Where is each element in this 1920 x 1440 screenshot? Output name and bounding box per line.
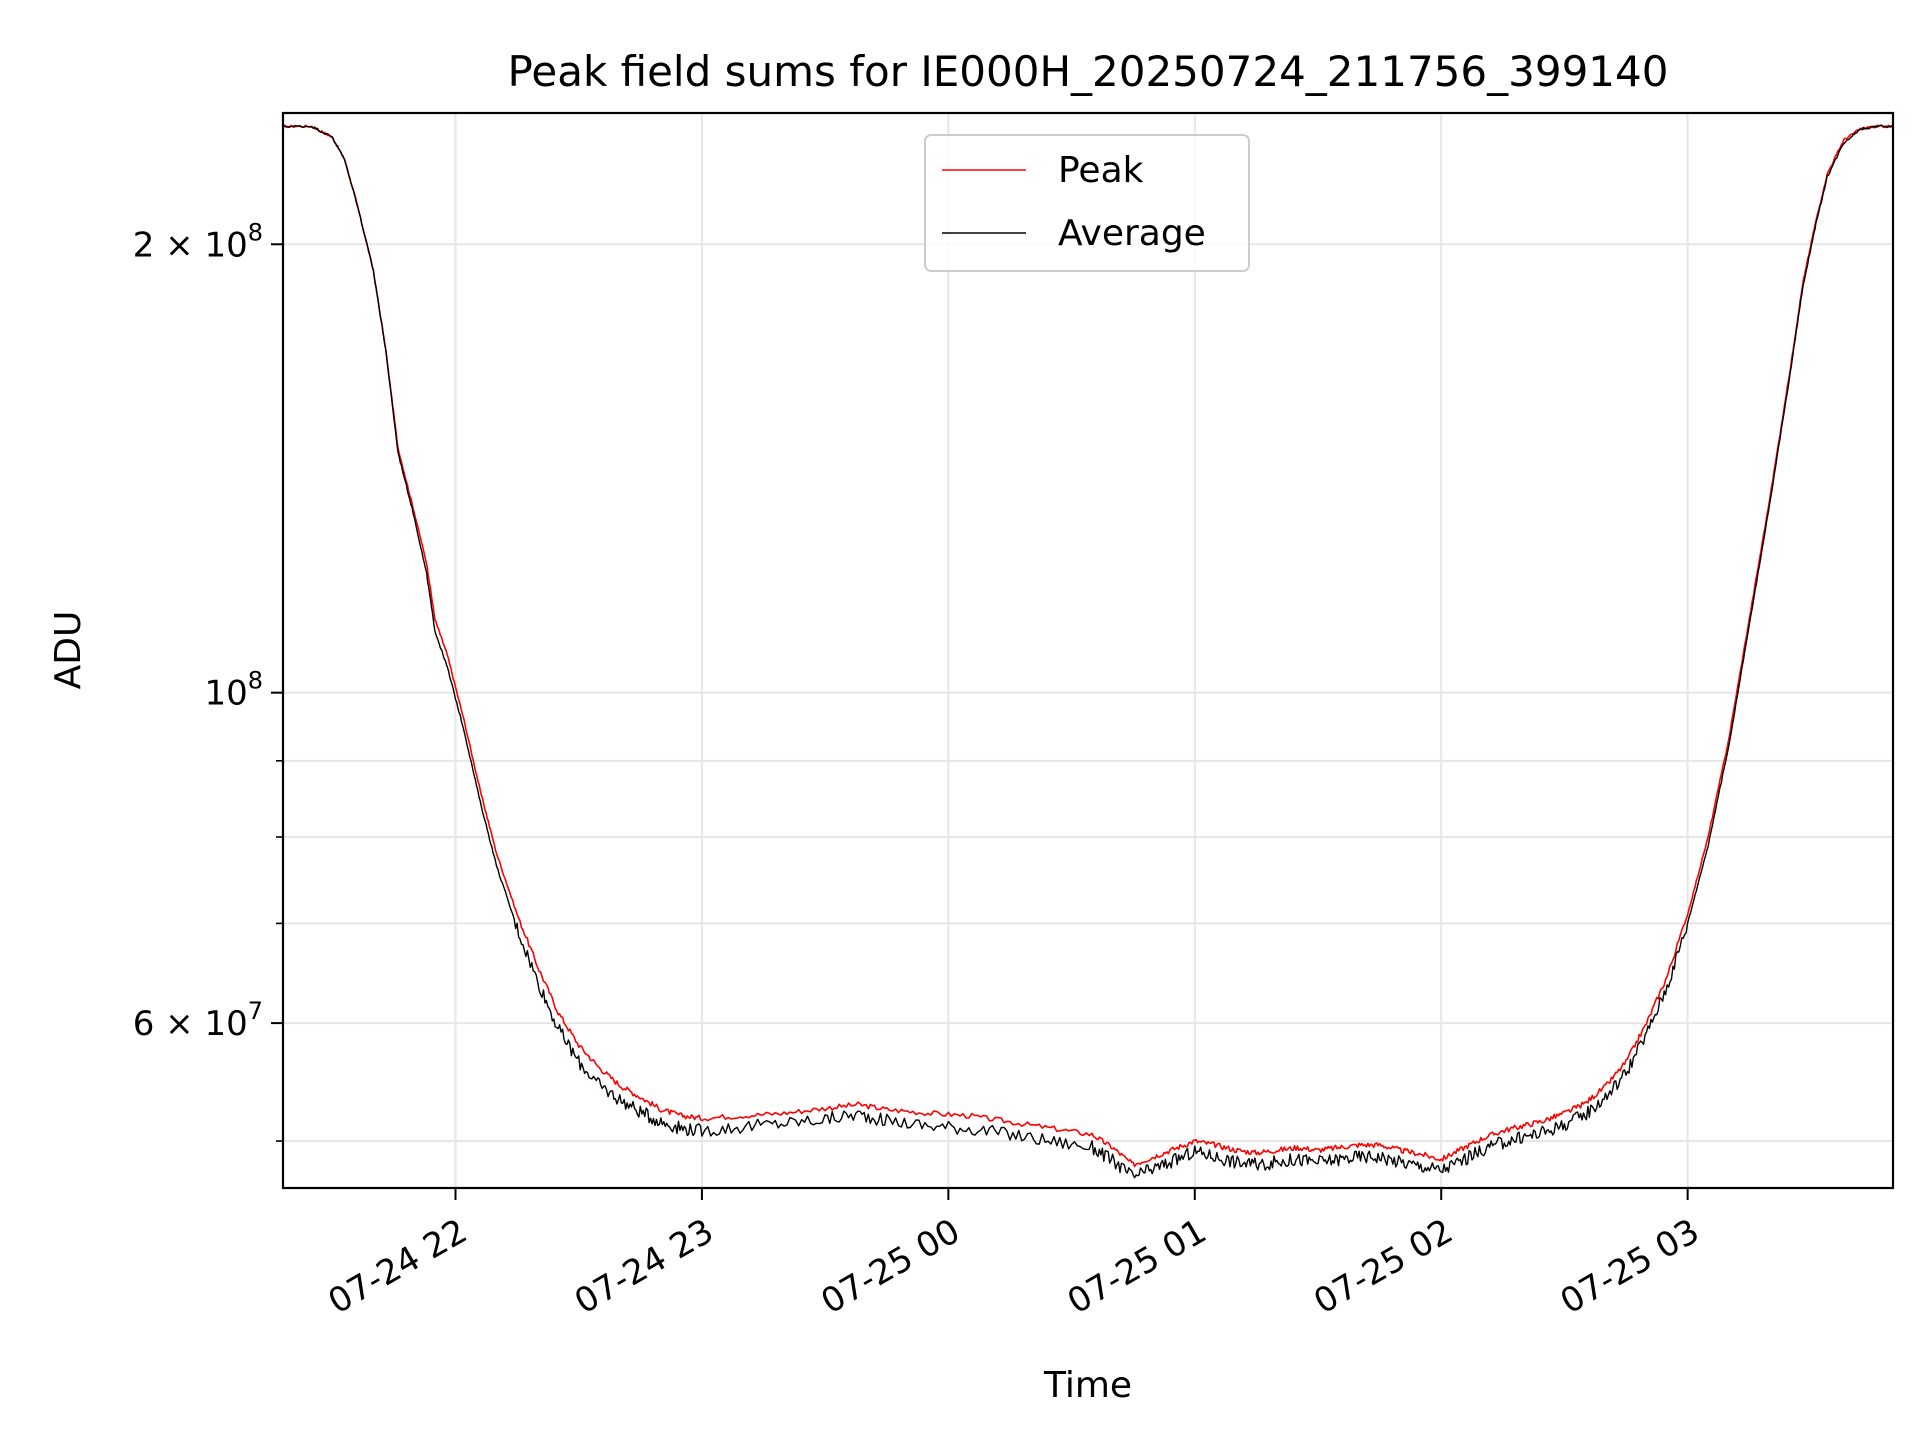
- series-layer: [283, 124, 1893, 1179]
- x-tick-label: 07-25 02: [1307, 1211, 1459, 1322]
- y-tick-label: 6 × 107: [133, 997, 263, 1044]
- series-line-peak: [283, 124, 1893, 1168]
- y-tick-label: 108: [204, 667, 263, 714]
- series-line-average: [283, 124, 1893, 1179]
- x-tick-label: 07-24 22: [322, 1211, 474, 1322]
- y-tick-label: 2 × 108: [133, 218, 263, 265]
- y-tick-mantissa: 10: [204, 674, 247, 714]
- legend-label-average: Average: [1058, 213, 1206, 254]
- y-axis-label: ADU: [48, 611, 89, 690]
- x-axis: 07-24 22 07-24 23 07-25 00 07-25 01 07-25 02…: [322, 1188, 1706, 1322]
- x-axis-label: Time: [1043, 1365, 1132, 1406]
- grid: [283, 113, 1893, 1188]
- y-tick-exponent: 7: [248, 997, 263, 1025]
- x-tick-label: 07-25 03: [1554, 1211, 1706, 1322]
- x-tick-label: 07-25 00: [814, 1211, 966, 1322]
- x-tick-label: 07-25 01: [1061, 1211, 1213, 1322]
- y-tick-mantissa: 2 × 10: [133, 225, 248, 265]
- plot-frame: [281, 111, 1895, 1190]
- legend-label-peak: Peak: [1058, 150, 1144, 191]
- x-tick-label: 07-24 23: [568, 1211, 720, 1322]
- y-tick-mantissa: 6 × 10: [133, 1004, 248, 1044]
- legend-box: [924, 134, 1250, 272]
- y-tick-exponent: 8: [248, 218, 263, 246]
- chart-title: Peak field sums for IE000H_20250724_2117…: [508, 47, 1669, 96]
- y-tick-exponent: 8: [248, 667, 263, 695]
- legend: Peak Average: [924, 134, 1250, 272]
